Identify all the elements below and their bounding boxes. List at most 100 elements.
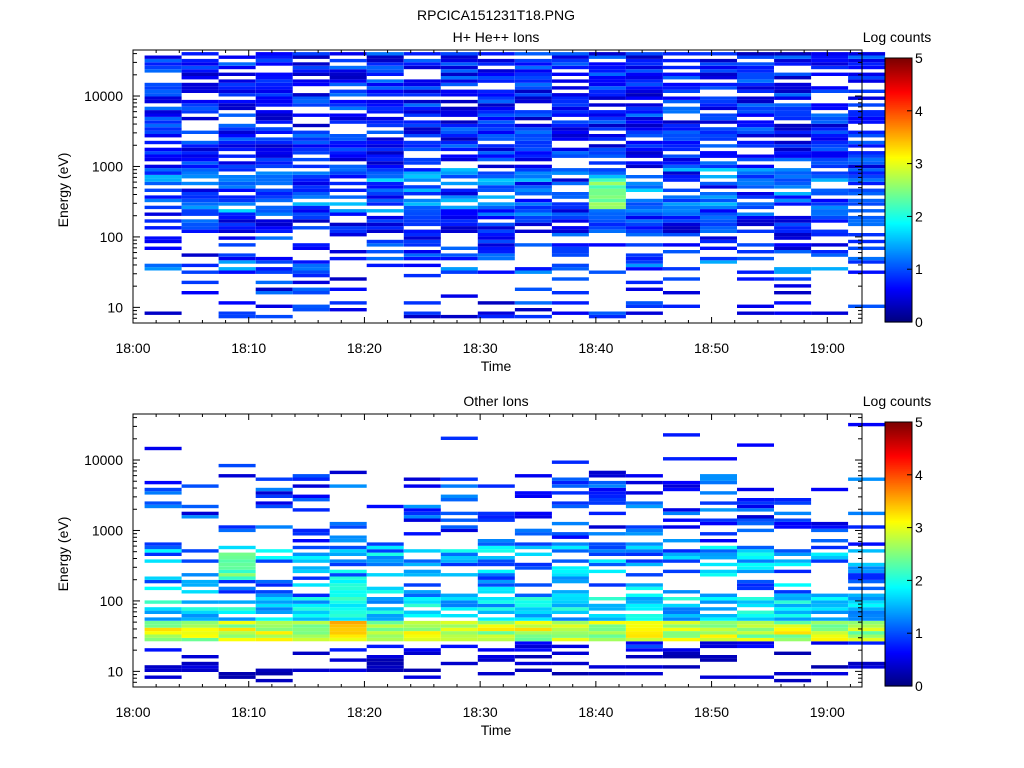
heatmap-cell [477,655,515,659]
heatmap-cell [477,222,515,227]
heatmap-cell [144,178,182,182]
heatmap-cell [218,566,256,570]
heatmap-cell [700,607,737,611]
heatmap-cell [255,120,293,124]
heatmap-cell [440,562,478,567]
heatmap-cell [477,106,515,111]
heatmap-cell [144,127,182,131]
heatmap-cell [181,175,219,179]
colorbar-swatch [885,202,912,205]
heatmap-cell [737,243,774,247]
heatmap-cell [625,86,663,90]
heatmap-cell [625,103,663,107]
heatmap-cell [218,55,256,59]
heatmap-cell [440,215,478,220]
heatmap-cell [774,215,812,220]
heatmap-cell [625,222,663,227]
colorbar-swatch [885,152,912,155]
heatmap-cell [218,161,256,165]
heatmap-cell [477,69,515,73]
heatmap-cell [588,123,626,128]
heatmap-cell [477,253,515,257]
heatmap-cell [737,113,774,117]
heatmap-cell [144,65,182,70]
heatmap-cell [477,583,515,587]
heatmap-cell [663,651,700,655]
heatmap-cell [329,301,367,305]
heatmap-cell [588,137,626,141]
heatmap-cell [292,96,330,100]
heatmap-cell [551,521,589,526]
heatmap-cell [366,637,404,642]
colorbar-swatch [885,664,912,667]
heatmap-cell [477,181,515,186]
heatmap-cell [144,106,182,111]
heatmap-cell [403,549,441,553]
heatmap-cell [551,603,589,608]
heatmap-cell [144,542,182,546]
heatmap-cell [366,93,404,97]
heatmap-cell [514,93,552,97]
colorbar-swatch [885,252,912,255]
heatmap-cell [700,62,737,66]
heatmap-cell [440,644,478,649]
colorbar-swatch [885,80,912,83]
heatmap-cell [737,501,774,505]
colorbar-swatch [885,234,912,237]
heatmap-cell [218,528,256,533]
heatmap-cell [625,110,663,114]
heatmap-cell [774,147,812,152]
heatmap-cell [663,233,700,237]
heatmap-cell [440,559,478,563]
colorbar-swatch [885,260,912,263]
heatmap-cell [774,168,812,172]
heatmap-cell [403,219,441,223]
heatmap-cell [366,661,404,666]
heatmap-cell [477,195,515,199]
heatmap-cell [848,661,886,666]
heatmap-cell [477,76,515,80]
heatmap-cell [551,501,589,505]
heatmap-cell [181,89,219,93]
heatmap-cell [144,501,182,505]
heatmap-cell [440,634,478,638]
colorbar-swatch [885,312,912,315]
heatmap-cell [774,518,812,522]
colorbar-tick-label: 0 [915,678,923,694]
heatmap-cell [700,634,737,638]
heatmap-cell [514,181,552,186]
heatmap-cell [737,559,774,563]
heatmap-cell [514,209,552,213]
heatmap-cell [625,573,663,577]
heatmap-cell [625,532,663,536]
colorbar-swatch [885,442,912,445]
heatmap-cell [737,600,774,604]
colorbar-swatch [885,428,912,431]
colorbar-swatch [885,228,912,231]
colorbar-swatch [885,62,912,65]
heatmap-cell [663,226,700,230]
heatmap-cell [403,236,441,240]
heatmap-cell [811,631,849,635]
heatmap-cell [366,215,404,220]
heatmap-cell [440,89,478,93]
colorbar-swatch [885,150,912,153]
heatmap-cell [292,474,330,478]
heatmap-cell [329,617,367,621]
heatmap-cell [811,209,849,213]
heatmap-cell [514,82,552,87]
heatmap-cell [403,314,441,319]
heatmap-cell [477,539,515,543]
heatmap-cell [700,113,737,117]
heatmap-cell [551,178,589,182]
heatmap-cell [588,634,626,638]
colorbar-swatch [885,476,912,479]
heatmap-cell [514,301,552,305]
heatmap-cell [440,69,478,73]
heatmap-cell [366,209,404,213]
heatmap-cell [181,164,219,169]
heatmap-cell [848,634,886,638]
heatmap-cell [811,151,849,155]
heatmap-cell [663,134,700,138]
